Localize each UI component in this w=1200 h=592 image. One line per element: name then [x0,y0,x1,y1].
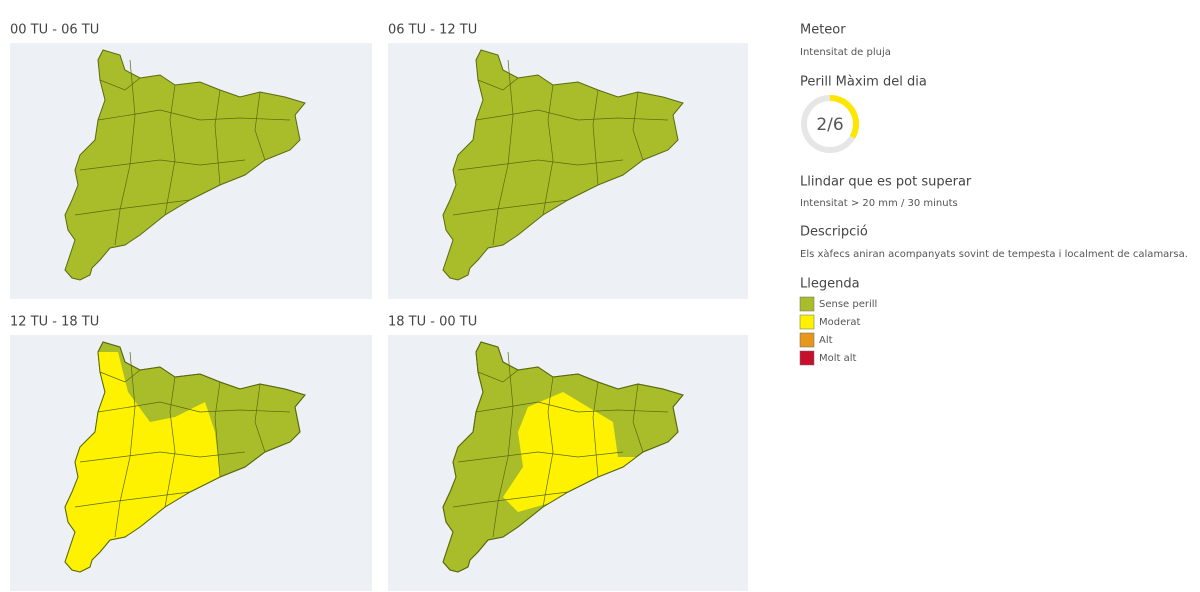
legend-label: Sense perill [819,299,877,310]
text: Els xàfecs aniran acompanyats sovint de … [800,248,1188,260]
map-title: 12 TU - 18 TU [10,315,99,330]
heading: Perill Màxim del dia [800,75,927,90]
map-panel: 00 TU - 06 TU [10,23,372,299]
heading: Meteor [800,23,846,38]
heading: Llegenda [800,277,860,292]
heading: Descripció [800,225,868,240]
legend-swatch [799,350,815,366]
map-title: 06 TU - 12 TU [388,23,477,38]
gauge-arc [801,95,859,153]
text: Intensitat > 20 mm / 30 minuts [800,198,958,209]
map-panel: 06 TU - 12 TU [388,23,748,299]
gauge-label: 2/6 [816,115,843,135]
sidebar: Meteor Intensitat de pluja Perill Màxim … [799,23,1188,366]
legend-label: Molt alt [819,353,857,364]
map-title: 00 TU - 06 TU [10,23,99,38]
legend-swatch [799,314,815,330]
map-panel: 18 TU - 00 TU [388,315,748,591]
text: Intensitat de pluja [800,47,891,58]
region [503,392,650,512]
legend-label: Moderat [819,317,860,328]
legend-swatch [799,332,815,348]
map-panel: 12 TU - 18 TU [10,315,372,591]
legend: Sense perill Moderat Alt Molt alt [799,296,877,366]
map-title: 18 TU - 00 TU [388,315,477,330]
legend-label: Alt [819,335,833,346]
legend-swatch [799,296,815,312]
heading: Llindar que es pot superar [800,175,972,190]
